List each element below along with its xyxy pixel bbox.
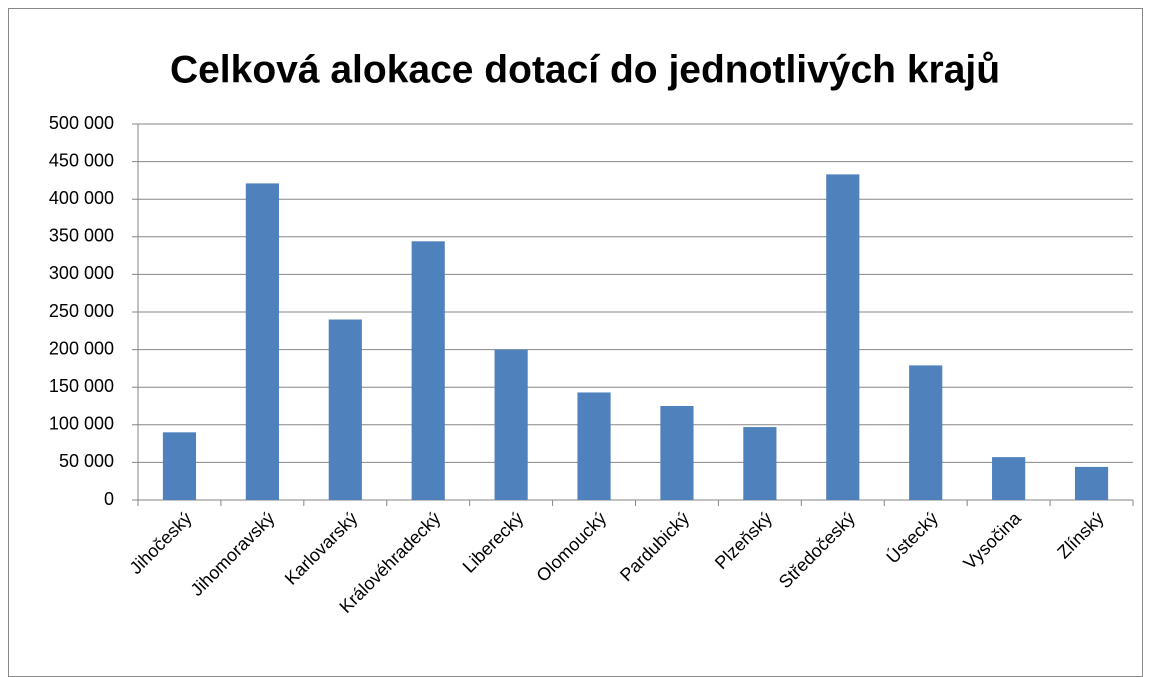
y-tick-label: 100 000 [49, 414, 114, 434]
y-tick-label: 500 000 [49, 113, 114, 133]
y-tick-label: 250 000 [49, 301, 114, 321]
bar [1074, 466, 1109, 500]
bar [660, 406, 694, 500]
bar [162, 432, 197, 500]
bar [411, 241, 445, 500]
bar [494, 349, 528, 500]
chart-title: Celková alokace dotací do jednotlivých k… [170, 48, 1000, 91]
y-tick-label: 50 000 [59, 451, 114, 471]
y-tick-label: 450 000 [49, 150, 114, 170]
bar [909, 365, 943, 500]
y-tick-label: 300 000 [49, 263, 114, 283]
y-tick-label: 350 000 [49, 226, 114, 246]
bar [577, 392, 611, 500]
bar [826, 174, 860, 500]
chart-border [8, 8, 1143, 677]
bar [245, 183, 279, 500]
y-tick-label: 0 [104, 489, 114, 509]
y-tick-label: 150 000 [49, 376, 114, 396]
y-tick-label: 400 000 [49, 188, 114, 208]
bar [992, 457, 1026, 500]
bar [328, 319, 362, 500]
bar [743, 427, 777, 500]
y-tick-label: 200 000 [49, 338, 114, 358]
